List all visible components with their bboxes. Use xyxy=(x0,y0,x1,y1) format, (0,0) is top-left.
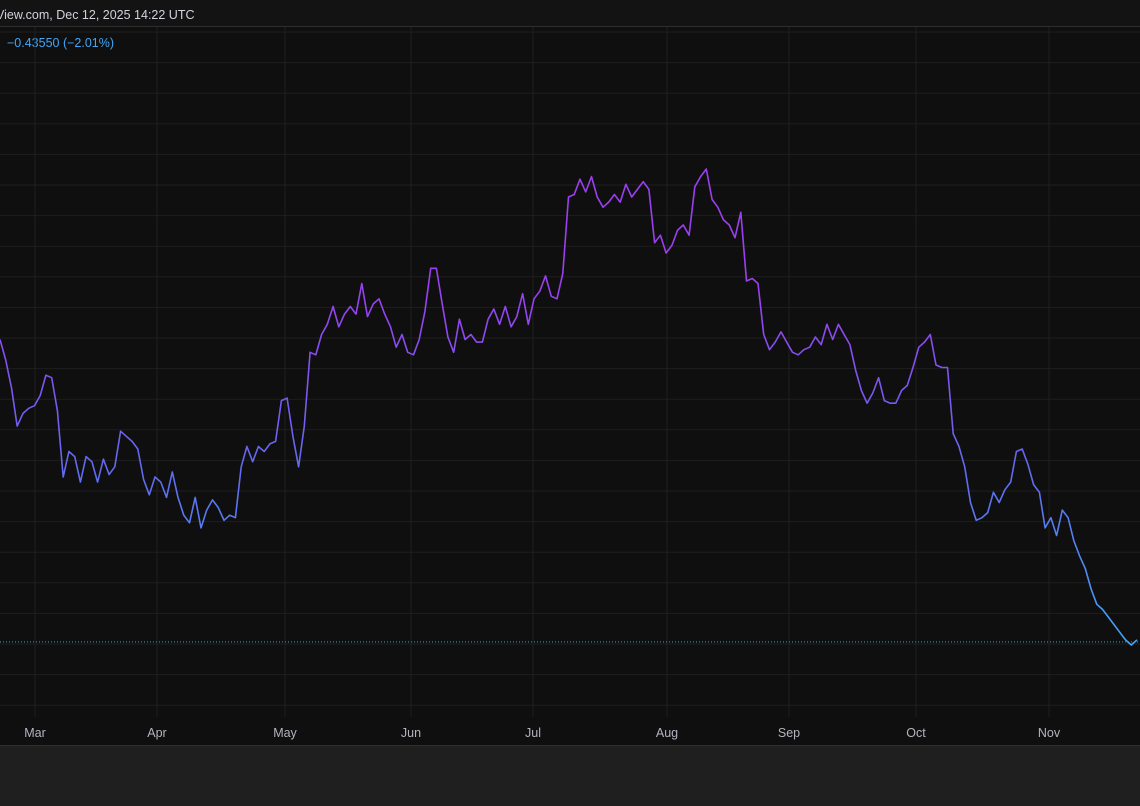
x-axis-ticks: Mar Apr May Jun Jul Aug Sep Oct Nov xyxy=(24,726,1061,740)
x-tick-label: Nov xyxy=(1038,726,1061,740)
x-tick-label: Jul xyxy=(525,726,541,740)
x-tick-label: Oct xyxy=(906,726,926,740)
x-tick-label: Mar xyxy=(24,726,46,740)
chart-source-timestamp: View.com, Dec 12, 2025 14:22 UTC xyxy=(0,8,195,22)
x-tick-label: Sep xyxy=(778,726,800,740)
x-tick-label: Apr xyxy=(147,726,166,740)
bottom-panel xyxy=(0,745,1140,806)
x-tick-label: Aug xyxy=(656,726,678,740)
x-tick-label: Jun xyxy=(401,726,421,740)
x-tick-label: May xyxy=(273,726,297,740)
grid-lines xyxy=(0,27,1140,717)
top-bar: View.com, Dec 12, 2025 14:22 UTC xyxy=(0,0,1140,27)
price-series-line xyxy=(0,168,1138,646)
price-change-label: −0.43550 (−2.01%) xyxy=(7,36,115,50)
price-chart[interactable]: Mar Apr May Jun Jul Aug Sep Oct Nov xyxy=(0,27,1140,745)
